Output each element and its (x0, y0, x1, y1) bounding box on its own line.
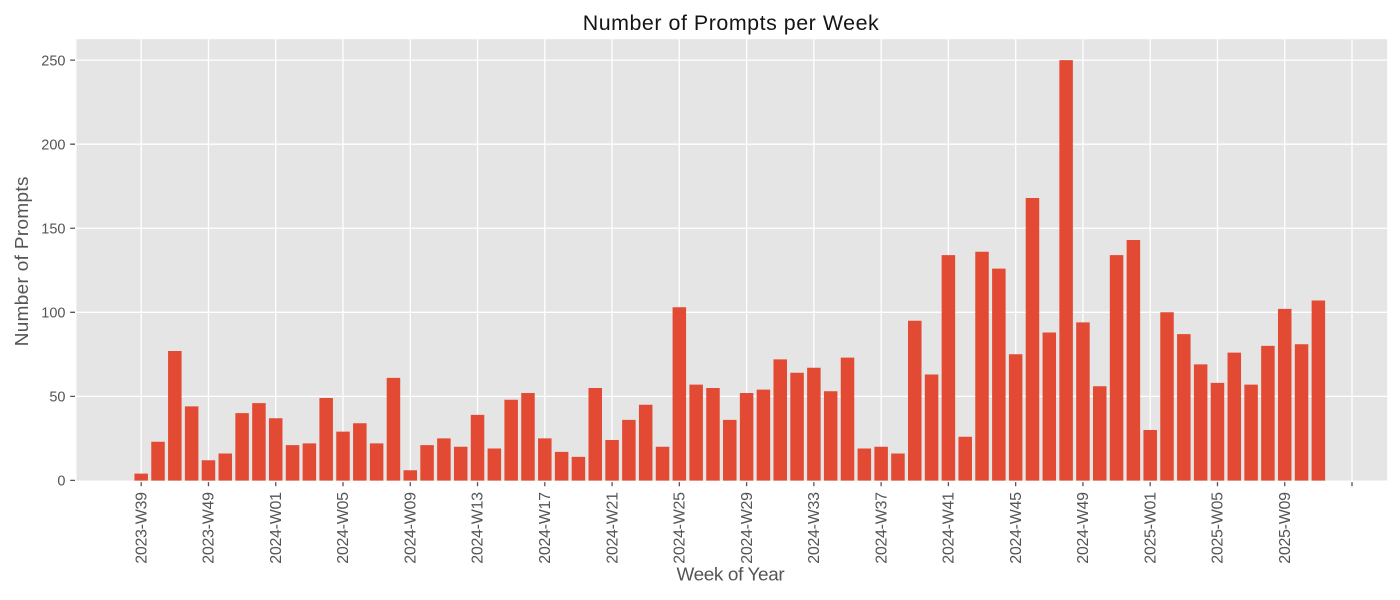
svg-text:2024-W45: 2024-W45 (1008, 492, 1025, 564)
svg-text:0: 0 (57, 474, 65, 490)
svg-text:2024-W17: 2024-W17 (537, 492, 554, 564)
svg-text:100: 100 (41, 306, 65, 322)
svg-text:2024-W13: 2024-W13 (470, 492, 487, 564)
svg-text:2024-W25: 2024-W25 (672, 492, 689, 564)
svg-text:Number of Prompts per Week: Number of Prompts per Week (583, 11, 880, 35)
svg-text:2025-W09: 2025-W09 (1277, 492, 1294, 564)
svg-text:2023-W49: 2023-W49 (201, 492, 218, 564)
svg-text:2024-W33: 2024-W33 (806, 492, 823, 564)
svg-text:2024-W21: 2024-W21 (604, 492, 621, 564)
svg-text:2025-W01: 2025-W01 (1142, 492, 1159, 564)
svg-text:2025-W05: 2025-W05 (1210, 492, 1227, 564)
svg-text:250: 250 (41, 53, 65, 69)
svg-text:2024-W41: 2024-W41 (941, 492, 958, 564)
svg-text:Week of Year: Week of Year (676, 564, 784, 585)
svg-text:2023-W39: 2023-W39 (133, 492, 150, 564)
svg-text:50: 50 (49, 390, 65, 406)
svg-text:2024-W09: 2024-W09 (402, 492, 419, 564)
svg-text:2024-W29: 2024-W29 (739, 492, 756, 564)
svg-text:200: 200 (41, 137, 65, 153)
svg-text:2024-W05: 2024-W05 (335, 492, 352, 564)
svg-text:Number of Prompts: Number of Prompts (12, 176, 33, 346)
svg-text:2024-W01: 2024-W01 (268, 492, 285, 564)
svg-text:2024-W49: 2024-W49 (1075, 492, 1092, 564)
svg-text:2024-W37: 2024-W37 (873, 492, 890, 564)
svg-text:150: 150 (41, 222, 65, 238)
